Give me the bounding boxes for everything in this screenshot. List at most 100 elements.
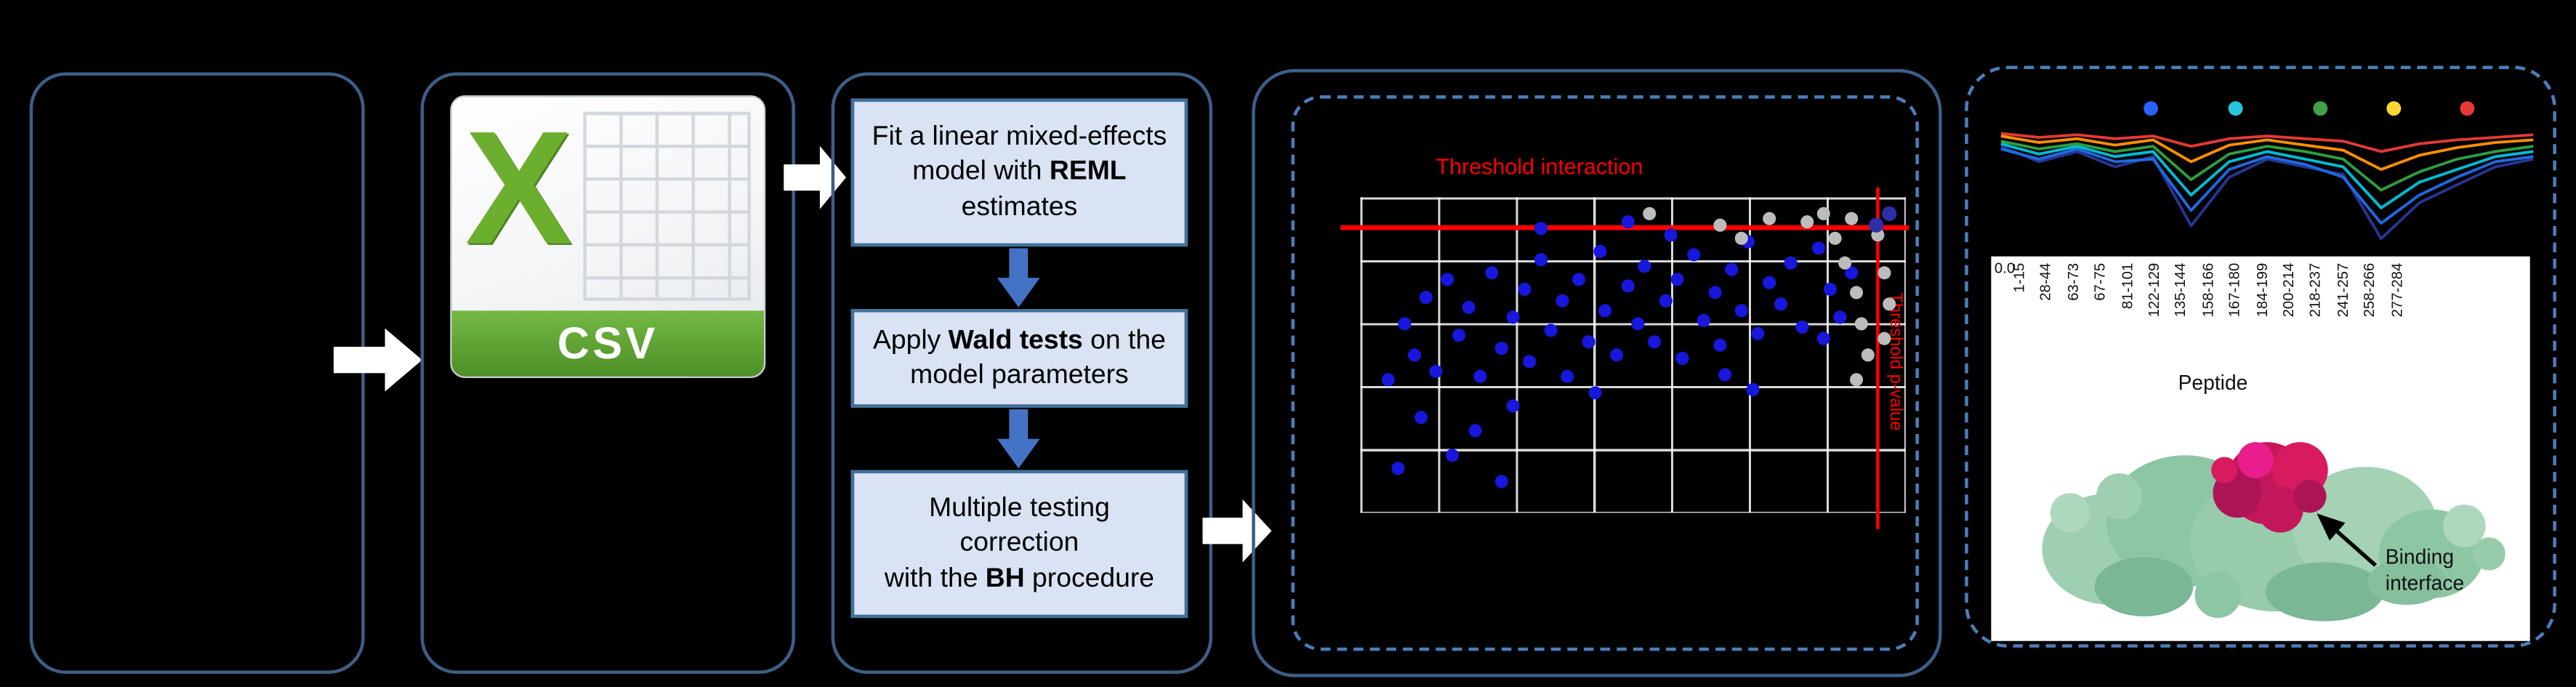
profile-line-blue [2000,147,2534,225]
scatter-point [1850,374,1864,387]
scatter-point [1822,282,1836,296]
scatter-point [1413,411,1428,425]
scatter-point [1811,241,1825,254]
scatter-point [1484,266,1498,280]
scatter-point [1817,332,1831,346]
scatter-point [1391,462,1406,475]
scatter-point [1534,222,1547,236]
step-text: procedure [1024,563,1155,593]
scatter-point [1441,273,1454,286]
step-text: estimates [961,191,1078,222]
profile-line-orange [2000,134,2534,172]
scatter-point [1495,474,1509,488]
threshold-vertical-label: Threshold p-value [1885,292,1906,430]
profile-line-red [2000,132,2534,153]
scatter-point [1571,273,1585,286]
step-text: on the model parameters [910,325,1166,390]
legend-dot-1 [2228,101,2243,116]
profile-chart-svg [2000,101,2534,241]
scatter-point [1724,263,1738,277]
scatter-point [1408,348,1422,362]
scatter-point [1850,285,1864,299]
peptide-tick-label: 158-166 [2199,262,2216,318]
panel-csv: X CSV [420,72,795,674]
scatter-point [1648,335,1662,349]
scatter-point [1632,316,1646,330]
scatter-point [1397,316,1411,330]
step-text-bh: Multiple testing correction with the BH … [867,492,1171,596]
scatter-point [1380,374,1394,387]
step-text: Fit a linear mixed-effects model with [872,122,1167,187]
scatter-point [1419,292,1433,305]
scatter-point [1708,285,1722,299]
step-box-reml: Fit a linear mixed-effects model with RE… [850,98,1188,247]
scatter-point [1735,231,1749,245]
scatter-point [1506,310,1520,324]
scatter-plot: Threshold interaction Threshold p-value [1340,155,1909,529]
panel-results [1252,68,1942,678]
threshold-log2fc-line [1875,187,1880,529]
scatter-point [1452,329,1465,343]
scatter-point [1588,386,1602,400]
binding-interface-label: Binding interface [2385,545,2465,595]
csv-file-icon: X CSV [450,95,766,378]
scatter-point [1686,247,1700,261]
scatter-point [1882,205,1897,221]
step-box-wald: Apply Wald tests on the model parameters [850,309,1188,408]
scatter-point [1555,294,1569,308]
scatter-point [1599,304,1613,318]
peptide-tick-label: 63-73 [2064,262,2082,301]
csv-banner-label: CSV [451,310,764,377]
scatter-point [1473,370,1487,384]
peptide-tick-label: 200-214 [2280,262,2297,318]
scatter-point [1675,351,1689,365]
peptide-tick-label: 277-284 [2388,262,2405,318]
peptide-tick-label: 184-199 [2253,262,2270,318]
peptide-tick-label: 122-129 [2145,262,2162,318]
scatter-point [1752,326,1766,340]
protein-structure [2042,442,2505,622]
peptide-tick-label: 258-266 [2361,262,2378,318]
scatter-point [1665,228,1678,242]
mapping-dashed-frame [1965,65,2556,648]
step-text: Apply [873,325,949,355]
step-text-bold: Wald tests [948,325,1083,355]
profile-line-navy [2000,145,2534,241]
scatter-point [1828,231,1842,245]
step-box-bh: Multiple testing correction with the BH … [850,470,1188,619]
scatter-point [1763,212,1776,226]
scatter-point [1861,348,1875,362]
scatter-point [1800,215,1814,230]
peptide-axis-title: Peptide [2178,371,2248,395]
peptide-panel: 0.0 1-15 28-44 63-73 67-75 81-101 122-129 135-… [1991,256,2530,641]
step-text-wald: Apply Wald tests on the model parameters [867,324,1171,393]
scatter-title: Threshold interaction [1436,154,1643,180]
scatter-point [1534,254,1547,268]
step-text-bold: BH [985,563,1025,593]
excel-x-logo: X [464,97,573,278]
scatter-point [1784,257,1798,270]
scatter-point [1522,354,1537,369]
scatter-point [1637,260,1651,273]
legend-dot-4 [2460,101,2475,116]
binding-interface-arrow [2317,513,2378,567]
scatter-point [1697,313,1711,327]
results-dashed-frame [1291,95,1919,651]
scatter-point [1763,276,1776,289]
scatter-point [1774,297,1787,311]
scatter-point [1713,219,1727,233]
scatter-point [1593,244,1607,258]
peptide-tick-label: 167-180 [2226,262,2243,318]
scatter-point [1839,257,1853,270]
scatter-point [1844,212,1858,226]
scatter-point [1795,320,1809,334]
scatter-point [1713,339,1727,353]
panel-input [29,72,365,674]
scatter-point [1643,206,1657,220]
peptide-axis: 1-15 28-44 63-73 67-75 81-101 122-129 135-144 1… [2008,263,2435,369]
scatter-point [1495,342,1509,355]
scatter-point [1659,294,1673,308]
step-text-bold: REML [1049,156,1127,187]
scatter-point [1430,363,1444,378]
scatter-point [1582,335,1596,349]
